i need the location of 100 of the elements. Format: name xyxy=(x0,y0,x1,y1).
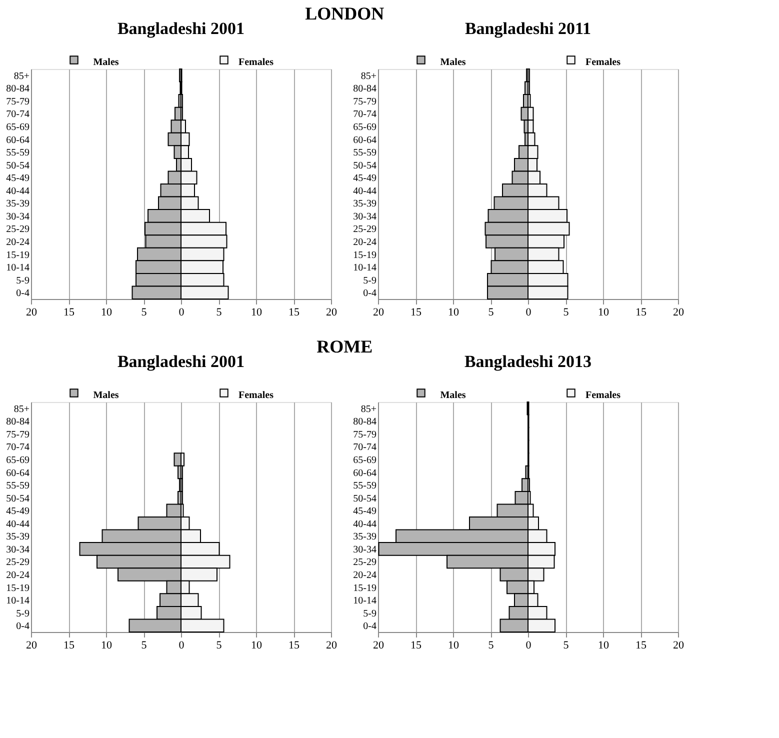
x-tick-label: 20 xyxy=(26,640,38,652)
y-tick-label: 0-4 xyxy=(363,288,376,300)
x-tick-label: 10 xyxy=(448,306,460,318)
y-tick-label: 0-4 xyxy=(16,621,30,632)
legend-label: Females xyxy=(586,57,621,68)
x-tick-label: 5 xyxy=(563,306,570,318)
x-tick-label: 10 xyxy=(251,306,262,318)
y-tick-label: 70-74 xyxy=(6,109,30,120)
y-tick-label: 40-44 xyxy=(6,186,30,197)
y-tick-label: 15-19 xyxy=(6,250,30,261)
y-tick-label: 40-44 xyxy=(6,518,30,530)
chart-title: Bangladeshi 2013 xyxy=(464,352,592,372)
y-tick-label: 65-69 xyxy=(353,455,376,466)
y-tick-label: 20-24 xyxy=(353,570,376,581)
x-tick-label: 10 xyxy=(598,306,610,318)
text: LONDON xyxy=(305,4,384,24)
y-tick-label: 35-39 xyxy=(6,532,30,543)
x-tick-label: 5 xyxy=(563,640,570,652)
x-tick-label: 10 xyxy=(598,640,610,652)
y-tick-label: 55-59 xyxy=(353,480,376,492)
y-tick-label: 80-84 xyxy=(353,416,376,428)
chart-title: Bangladeshi 2011 xyxy=(464,19,592,38)
x-tick-label: 15 xyxy=(288,640,300,652)
x-tick-label: 5 xyxy=(141,306,148,318)
y-tick-label: 35-39 xyxy=(353,198,376,210)
y-tick-label: 75-79 xyxy=(353,429,376,440)
y-tick-label: 15-19 xyxy=(353,582,376,594)
y-tick-label: 60-64 xyxy=(353,468,376,479)
y-tick-label: 85+ xyxy=(360,404,377,415)
y-tick-label: 45-49 xyxy=(353,173,376,184)
y-tick-label: 75-79 xyxy=(6,429,30,440)
y-tick-label: 75-79 xyxy=(6,96,30,108)
x-tick-label: 10 xyxy=(101,306,112,318)
x-tick-label: 10 xyxy=(448,640,460,652)
y-tick-label: 50-54 xyxy=(6,493,30,504)
y-tick-label: 55-59 xyxy=(6,148,30,159)
y-tick-label: 25-29 xyxy=(353,224,376,236)
x-tick-label: 20 xyxy=(373,640,384,652)
y-tick-label: 5-9 xyxy=(363,608,376,620)
x-tick-label: 5 xyxy=(488,640,494,652)
y-tick-label: 60-64 xyxy=(353,134,376,146)
x-tick-label: 5 xyxy=(488,306,494,318)
x-tick-label: 10 xyxy=(101,640,112,652)
y-tick-label: 45-49 xyxy=(6,506,30,518)
x-tick-label: 20 xyxy=(373,306,384,318)
chart-title: Bangladeshi 2001 xyxy=(117,19,245,38)
legend-label: Males xyxy=(440,390,466,401)
y-tick-label: 20-24 xyxy=(353,237,376,248)
y-tick-label: 20-24 xyxy=(6,237,30,248)
text: ROME xyxy=(316,336,373,357)
y-tick-label: 45-49 xyxy=(6,173,30,184)
x-tick-label: 0 xyxy=(526,306,532,318)
x-tick-label: 15 xyxy=(410,306,422,318)
y-tick-label: 30-34 xyxy=(6,544,30,556)
y-tick-label: 10-14 xyxy=(6,262,30,274)
x-tick-label: 5 xyxy=(216,640,222,652)
y-tick-label: 55-59 xyxy=(353,148,376,159)
y-tick-label: 60-64 xyxy=(6,134,30,146)
y-tick-label: 25-29 xyxy=(6,557,30,568)
y-tick-label: 40-44 xyxy=(353,186,376,197)
y-tick-label: 50-54 xyxy=(353,493,376,504)
x-tick-label: 15 xyxy=(64,640,75,652)
y-tick-label: 85+ xyxy=(14,70,30,82)
y-tick-label: 65-69 xyxy=(6,122,30,133)
x-tick-label: 0 xyxy=(526,640,532,652)
y-tick-label: 10-14 xyxy=(6,596,30,607)
y-tick-label: 70-74 xyxy=(353,442,376,454)
y-tick-label: 30-34 xyxy=(353,544,376,556)
y-tick-label: 85+ xyxy=(14,404,30,415)
y-tick-label: 20-24 xyxy=(6,570,30,581)
y-tick-label: 70-74 xyxy=(353,109,376,120)
legend-label: Females xyxy=(586,390,621,401)
y-tick-label: 30-34 xyxy=(6,211,30,222)
y-tick-label: 70-74 xyxy=(6,442,30,454)
legend-label: Females xyxy=(238,390,274,401)
y-tick-label: 50-54 xyxy=(353,160,376,172)
y-tick-label: 45-49 xyxy=(353,506,376,518)
y-tick-label: 40-44 xyxy=(353,518,376,530)
y-tick-label: 35-39 xyxy=(353,532,376,543)
chart-title: Bangladeshi 2001 xyxy=(117,352,245,372)
x-tick-label: 20 xyxy=(326,306,338,318)
y-tick-label: 15-19 xyxy=(6,582,30,594)
x-tick-label: 0 xyxy=(178,306,185,318)
y-tick-label: 80-84 xyxy=(353,84,376,95)
y-tick-label: 25-29 xyxy=(6,224,30,236)
y-tick-label: 80-84 xyxy=(6,416,30,428)
y-tick-label: 5-9 xyxy=(16,608,30,620)
y-tick-label: 5-9 xyxy=(363,275,376,286)
legend-label: Males xyxy=(440,57,466,68)
y-tick-label: 50-54 xyxy=(6,160,30,172)
y-tick-label: 35-39 xyxy=(6,198,30,210)
y-tick-label: 55-59 xyxy=(6,480,30,492)
y-tick-label: 65-69 xyxy=(353,122,376,133)
y-tick-label: 65-69 xyxy=(6,455,30,466)
x-tick-label: 15 xyxy=(288,306,300,318)
x-tick-label: 15 xyxy=(410,640,422,652)
x-tick-label: 5 xyxy=(216,306,222,318)
y-tick-label: 0-4 xyxy=(16,288,30,300)
legend-label: Males xyxy=(93,57,119,68)
y-tick-label: 10-14 xyxy=(353,262,376,274)
